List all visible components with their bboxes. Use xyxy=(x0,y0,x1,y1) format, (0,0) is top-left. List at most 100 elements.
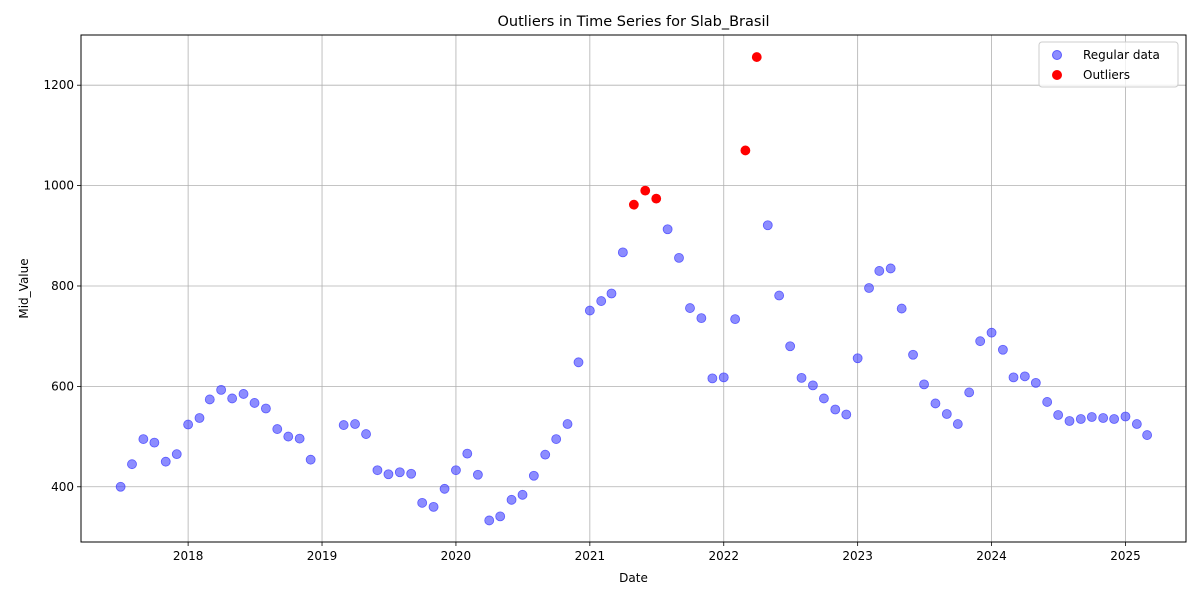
regular-data-point xyxy=(227,393,238,404)
chart-title: Outliers in Time Series for Slab_Brasil xyxy=(497,14,769,30)
regular-data-point xyxy=(919,379,929,390)
y-tick-label: 600 xyxy=(51,379,74,393)
regular-data-point xyxy=(1086,412,1097,422)
regular-data-point xyxy=(685,303,695,313)
regular-data-point xyxy=(819,393,829,404)
regular-data-point xyxy=(952,419,963,429)
legend-marker-regular xyxy=(1052,50,1062,60)
regular-data-point xyxy=(852,353,863,364)
x-tick-label: 2022 xyxy=(708,549,739,563)
regular-data-point xyxy=(1120,411,1131,422)
legend: Regular data Outliers xyxy=(1038,41,1179,88)
regular-data-point xyxy=(908,349,918,360)
regular-data-point xyxy=(540,449,551,460)
regular-data-point xyxy=(551,434,562,444)
x-tick-label: 2024 xyxy=(976,549,1007,563)
regular-data-point xyxy=(417,497,428,508)
regular-data-point xyxy=(406,468,417,479)
outlier-point xyxy=(640,185,651,196)
ticks-layer: 2018 2019 2020 2021 2022 2023 2024 2025 400 600 80… xyxy=(43,78,1140,563)
y-tick-label: 1000 xyxy=(43,179,74,193)
legend-label-regular: Regular data xyxy=(1083,48,1160,62)
points-layer xyxy=(115,52,1153,526)
regular-data-point xyxy=(495,511,506,522)
outlier-point xyxy=(751,52,762,62)
x-tick-label: 2020 xyxy=(441,549,472,563)
outlier-point xyxy=(628,199,639,210)
x-tick-label: 2023 xyxy=(842,549,873,563)
y-axis-label: Mid_Value xyxy=(17,258,31,318)
regular-data-point xyxy=(998,344,1008,355)
x-tick-label: 2019 xyxy=(307,549,338,563)
x-axis-label: Date xyxy=(619,571,648,585)
regular-data-point xyxy=(338,420,349,430)
regular-data-point xyxy=(383,469,394,480)
regular-data-point xyxy=(305,454,316,465)
regular-data-point xyxy=(864,283,874,293)
legend-label-outliers: Outliers xyxy=(1083,68,1130,82)
x-tick-label: 2021 xyxy=(575,549,606,563)
regular-data-point xyxy=(127,459,137,470)
regular-data-point xyxy=(149,437,160,448)
regular-data-point xyxy=(484,515,495,526)
regular-data-point xyxy=(718,372,729,383)
regular-data-point xyxy=(1131,419,1142,429)
regular-data-point xyxy=(986,327,997,338)
regular-data-point xyxy=(138,434,149,444)
regular-data-point xyxy=(662,224,673,235)
regular-data-point xyxy=(171,449,182,460)
outlier-point xyxy=(651,193,662,204)
regular-data-point xyxy=(730,314,741,325)
regular-data-point xyxy=(1053,410,1064,420)
regular-data-point xyxy=(1098,413,1109,423)
plot-area-frame xyxy=(80,34,1187,543)
outlier-point xyxy=(740,145,751,156)
regular-data-point xyxy=(562,419,573,429)
regular-data-point xyxy=(606,288,617,299)
regular-data-point xyxy=(841,409,852,420)
regular-data-point xyxy=(874,266,885,276)
regular-data-point xyxy=(451,465,461,476)
regular-data-point xyxy=(762,220,773,231)
regular-data-point xyxy=(261,403,271,414)
regular-data-point xyxy=(674,252,684,263)
y-tick-label: 1200 xyxy=(43,78,74,92)
regular-data-point xyxy=(462,448,473,459)
regular-data-point xyxy=(930,398,941,409)
regular-data-point xyxy=(1008,372,1019,383)
regular-data-point xyxy=(573,357,584,368)
regular-data-point xyxy=(272,424,283,434)
regular-data-point xyxy=(394,467,405,478)
regular-data-point xyxy=(796,372,807,383)
regular-data-point xyxy=(1019,371,1030,382)
regular-data-point xyxy=(361,429,371,439)
regular-data-point xyxy=(249,398,260,408)
regular-data-point xyxy=(807,380,818,391)
regular-data-point xyxy=(596,296,607,306)
regular-data-point xyxy=(896,303,907,314)
regular-data-point xyxy=(1142,430,1153,440)
regular-data-point xyxy=(294,433,305,444)
regular-data-point xyxy=(975,336,986,347)
regular-data-point xyxy=(160,456,171,467)
regular-data-point xyxy=(194,413,205,423)
regular-data-point xyxy=(115,481,126,492)
regular-data-point xyxy=(472,469,483,480)
regular-data-point xyxy=(696,313,707,324)
regular-data-point xyxy=(183,419,194,430)
regular-data-point xyxy=(1075,414,1086,424)
regular-data-point xyxy=(1064,416,1075,426)
regular-data-point xyxy=(238,389,249,399)
y-tick-label: 400 xyxy=(51,480,74,494)
regular-data-point xyxy=(785,341,796,352)
regular-data-point xyxy=(1042,397,1053,407)
regular-data-point xyxy=(774,290,785,301)
legend-marker-outliers xyxy=(1052,70,1062,80)
regular-data-point xyxy=(517,489,528,500)
regular-data-point xyxy=(1030,377,1041,388)
legend-box xyxy=(1038,41,1179,88)
regular-data-point xyxy=(528,470,539,481)
regular-data-point xyxy=(506,494,517,505)
regular-data-point xyxy=(204,394,215,405)
